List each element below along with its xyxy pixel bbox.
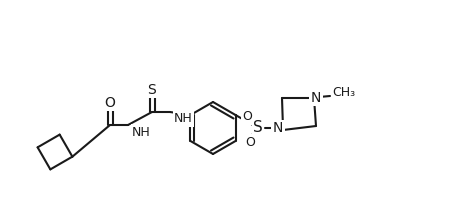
Text: O: O [242,110,252,124]
Text: O: O [245,135,255,149]
Text: N: N [273,121,283,135]
Text: O: O [105,96,116,110]
Text: S: S [148,83,156,97]
Text: NH: NH [174,113,193,125]
Text: NH: NH [132,125,151,139]
Text: N: N [311,91,321,105]
Text: S: S [253,120,263,135]
Text: CH₃: CH₃ [332,87,355,99]
